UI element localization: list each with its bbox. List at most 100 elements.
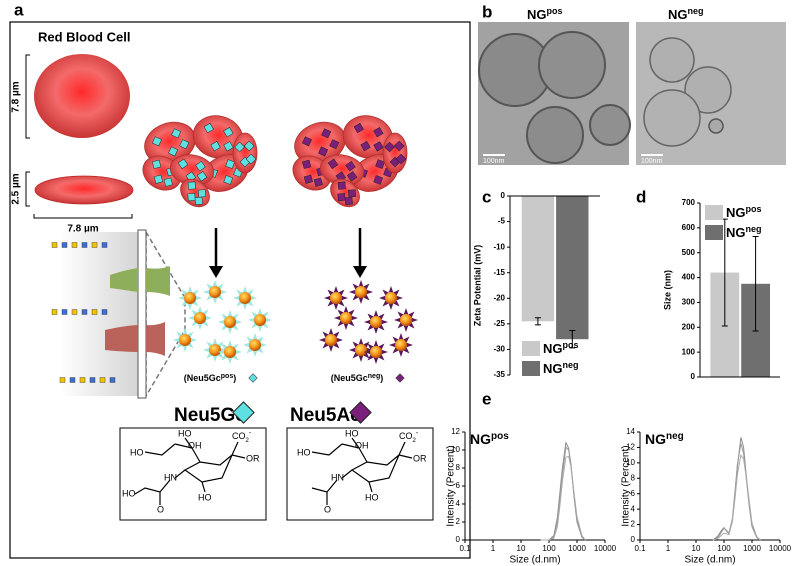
glycan <box>91 242 98 248</box>
diamond <box>373 175 384 185</box>
legend-swatch <box>705 225 723 240</box>
label-sup: neg <box>746 224 762 234</box>
label-sup: pos <box>563 340 579 350</box>
y-tick-label: -35 <box>493 370 505 379</box>
legend-swatch <box>522 361 540 376</box>
cell <box>180 178 210 208</box>
x-tick-label: 10 <box>692 544 701 553</box>
diamond <box>223 141 234 152</box>
nanoparticle <box>254 314 266 326</box>
structure-box <box>119 427 267 521</box>
glycan <box>91 309 98 315</box>
diamond <box>196 171 208 182</box>
y-tick-label: 200 <box>682 322 696 331</box>
glycan <box>79 377 86 383</box>
x-tick-label: 10000 <box>594 544 617 553</box>
y-axis-label: Zeta Potential (mV) <box>472 245 482 327</box>
atom: HO <box>297 447 311 457</box>
nanoparticle <box>385 292 397 304</box>
atom: OR <box>246 453 260 463</box>
y-tick-label: 10 <box>626 458 635 467</box>
glycan <box>71 242 78 248</box>
nanoparticle <box>179 334 191 346</box>
atom: HO <box>198 492 212 502</box>
diamond <box>327 158 339 170</box>
diamond <box>301 136 312 147</box>
y-tick-label: 100 <box>682 347 696 356</box>
nanoparticle <box>370 346 382 358</box>
y-tick-label: 14 <box>626 427 635 436</box>
diamond <box>234 141 245 153</box>
diamond <box>197 189 207 198</box>
atom: HN <box>164 472 177 482</box>
diamond <box>232 401 255 424</box>
sugar-name: Neu5Gc <box>174 405 246 426</box>
diamond <box>151 136 162 147</box>
diamond <box>337 193 346 202</box>
label-sup: neg <box>563 360 579 370</box>
legend-swatch <box>522 341 540 356</box>
panel-label: e <box>482 389 491 408</box>
glycan <box>109 377 116 383</box>
atom: OR <box>413 453 427 463</box>
dimension: 7.8 µm <box>67 224 98 235</box>
diamond <box>329 139 340 150</box>
nanoparticle <box>370 316 382 328</box>
nanoparticle <box>209 286 221 298</box>
vesicle <box>649 37 695 83</box>
series-line <box>712 443 761 541</box>
error-bar <box>752 236 759 332</box>
cell <box>144 121 196 165</box>
atom: O <box>157 504 164 514</box>
y-tick-label: 8 <box>631 473 636 482</box>
bar <box>556 196 589 340</box>
glycan <box>71 309 78 315</box>
diamond <box>373 141 384 152</box>
diamond <box>177 158 189 170</box>
nanoparticle <box>395 339 407 351</box>
nanoparticle <box>194 312 206 324</box>
label-sup: neg <box>666 431 684 442</box>
tem-label: NGneg <box>668 6 704 22</box>
diamond <box>349 401 372 424</box>
nanoparticle <box>224 346 236 358</box>
label-base: NG <box>726 225 746 240</box>
protein <box>110 266 170 296</box>
cell <box>319 154 365 186</box>
y-tick-label: -10 <box>493 242 505 251</box>
label: NGneg <box>726 224 762 240</box>
diamond <box>395 373 405 383</box>
glycan <box>69 377 76 383</box>
label: NGpos <box>470 431 509 447</box>
y-tick-label: 600 <box>682 223 696 232</box>
y-tick-label: 8 <box>456 463 461 472</box>
atom: O <box>324 504 331 514</box>
x-tick-label: 10 <box>517 544 526 553</box>
label-base: NG <box>726 205 746 220</box>
label: NGpos <box>543 340 579 356</box>
y-tick-label: 0 <box>501 191 506 200</box>
y-tick-label: -25 <box>493 319 505 328</box>
glycan <box>101 242 108 248</box>
glycan <box>61 309 68 315</box>
atom: CO2- <box>399 430 419 444</box>
diamond <box>153 174 163 184</box>
y-tick-label: 0 <box>456 535 461 544</box>
error-bar <box>569 330 576 349</box>
nanoparticle <box>355 344 367 356</box>
diamond <box>225 159 235 169</box>
atom: OH <box>355 440 369 450</box>
diamond <box>223 175 234 185</box>
diamond <box>321 128 332 139</box>
diamond <box>303 174 313 184</box>
glycan <box>101 309 108 315</box>
diamond <box>187 181 196 190</box>
glycan <box>61 242 68 248</box>
glycan <box>81 309 88 315</box>
x-tick-label: 1000 <box>743 544 761 553</box>
y-tick-label: 700 <box>682 198 696 207</box>
label-base: NG <box>543 361 563 376</box>
atom: OH <box>188 440 202 450</box>
y-axis-label: Intensity (Percent) <box>621 445 632 526</box>
